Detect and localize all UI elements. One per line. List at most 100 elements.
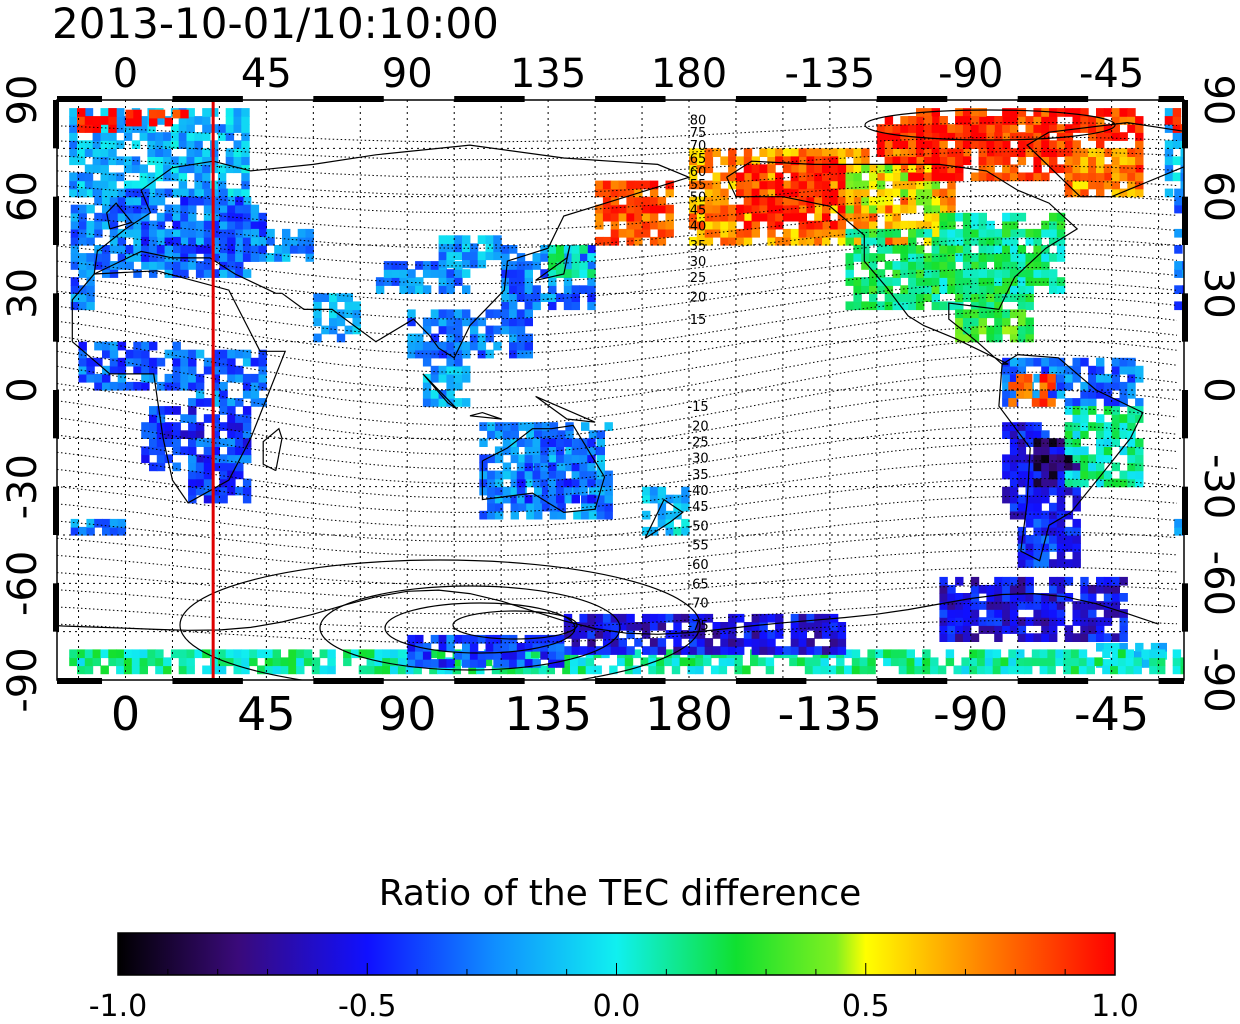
tec-cell <box>563 253 573 262</box>
tec-cell <box>1041 543 1050 552</box>
tec-cell <box>524 438 533 447</box>
tec-cell <box>829 622 839 631</box>
tec-cell <box>1033 124 1042 133</box>
tec-cell <box>549 510 559 520</box>
tec-cell <box>116 156 125 166</box>
tec-cell <box>485 251 494 261</box>
tec-cell <box>736 638 745 647</box>
tec-cell <box>1064 478 1074 488</box>
tec-cell <box>1157 657 1166 667</box>
tec-cell <box>1119 430 1128 439</box>
tec-cell <box>876 132 886 141</box>
tec-cell <box>532 301 541 311</box>
tec-cell <box>1111 633 1120 642</box>
tec-cell <box>1064 148 1074 157</box>
tec-cell <box>1103 470 1113 480</box>
tec-cell <box>587 438 596 447</box>
tec-cell <box>845 228 854 238</box>
tec-cell <box>626 180 635 190</box>
tec-cell <box>1096 116 1105 125</box>
tec-cell <box>446 365 455 375</box>
tec-cell <box>108 156 117 166</box>
tec-cell <box>806 188 815 198</box>
tec-cell <box>1072 518 1081 528</box>
tec-cell <box>657 196 667 206</box>
tec-cell <box>217 132 227 141</box>
tec-cell <box>1056 494 1066 504</box>
tec-cell <box>203 236 213 246</box>
tec-cell <box>321 293 330 302</box>
tec-cell <box>1009 124 1019 133</box>
frame-tick-band <box>1182 196 1188 245</box>
tec-cell <box>916 253 925 262</box>
tec-cell <box>939 116 948 125</box>
tec-cell <box>649 494 659 504</box>
tec-cell <box>962 617 972 626</box>
tec-cell <box>649 236 659 246</box>
tec-cell <box>1072 406 1081 415</box>
tec-cell <box>172 228 181 238</box>
tec-cell <box>454 317 463 327</box>
tec-cell <box>806 204 815 214</box>
tec-cell <box>1064 526 1074 536</box>
tec-cell <box>77 665 86 675</box>
tec-cell <box>1002 430 1011 439</box>
tec-cell <box>718 665 728 675</box>
tec-cell <box>618 212 627 222</box>
tec-cell <box>994 116 1003 125</box>
tec-cell <box>696 220 706 230</box>
tec-cell <box>642 494 651 504</box>
tec-cell <box>1017 277 1027 286</box>
tec-cell <box>108 649 117 659</box>
tec-cell <box>1033 140 1042 149</box>
tec-cell <box>194 164 203 174</box>
tec-cell <box>657 638 667 647</box>
lon-tick-label-bottom: 180 <box>645 687 733 741</box>
tec-cell <box>125 188 134 198</box>
tec-cell <box>673 494 682 504</box>
tec-cell <box>1072 164 1081 174</box>
tec-cell <box>92 180 101 190</box>
tec-cell <box>227 478 236 488</box>
tec-cell <box>955 309 964 319</box>
tec-cell <box>736 212 745 222</box>
tec-cell <box>1002 253 1011 262</box>
tec-cell <box>1064 188 1074 198</box>
tec-cell <box>195 196 205 206</box>
tec-cell <box>837 638 847 647</box>
contour-label: -65 <box>687 577 708 592</box>
tec-cell <box>900 116 909 125</box>
tec-cell <box>202 156 211 166</box>
tec-cell <box>596 446 605 456</box>
tec-cell <box>329 317 338 327</box>
tec-cell <box>1002 293 1011 302</box>
tec-cell <box>1164 116 1174 125</box>
tec-cell <box>227 454 236 464</box>
tec-cell <box>1002 140 1011 149</box>
tec-cell <box>102 349 111 359</box>
tec-cell <box>1016 381 1025 391</box>
tec-cell <box>1049 625 1058 634</box>
lat-tick-label-right: 30 <box>1195 268 1240 319</box>
tec-cell <box>227 446 236 456</box>
tec-cell <box>624 657 634 667</box>
tec-cell <box>978 253 987 262</box>
tec-cell <box>649 188 659 198</box>
tec-cell <box>1172 140 1182 149</box>
tec-cell <box>100 180 109 190</box>
tec-cell <box>469 659 479 668</box>
tec-cell <box>696 638 706 647</box>
tec-cell <box>1041 551 1050 560</box>
tec-cell <box>947 617 956 626</box>
tec-cell <box>829 180 839 190</box>
tec-cell <box>1086 665 1095 675</box>
tec-cell <box>141 261 150 270</box>
tec-cell <box>790 622 800 631</box>
tec-cell <box>1174 196 1183 206</box>
tec-cell <box>1088 462 1097 472</box>
tec-cell <box>1103 601 1113 610</box>
tec-cell <box>219 381 228 391</box>
tec-cell <box>962 245 972 254</box>
tec-cell <box>1103 576 1113 586</box>
tec-cell <box>86 253 95 262</box>
